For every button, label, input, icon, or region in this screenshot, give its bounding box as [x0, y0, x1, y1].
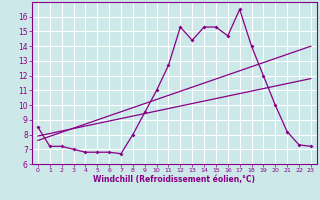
X-axis label: Windchill (Refroidissement éolien,°C): Windchill (Refroidissement éolien,°C): [93, 175, 255, 184]
